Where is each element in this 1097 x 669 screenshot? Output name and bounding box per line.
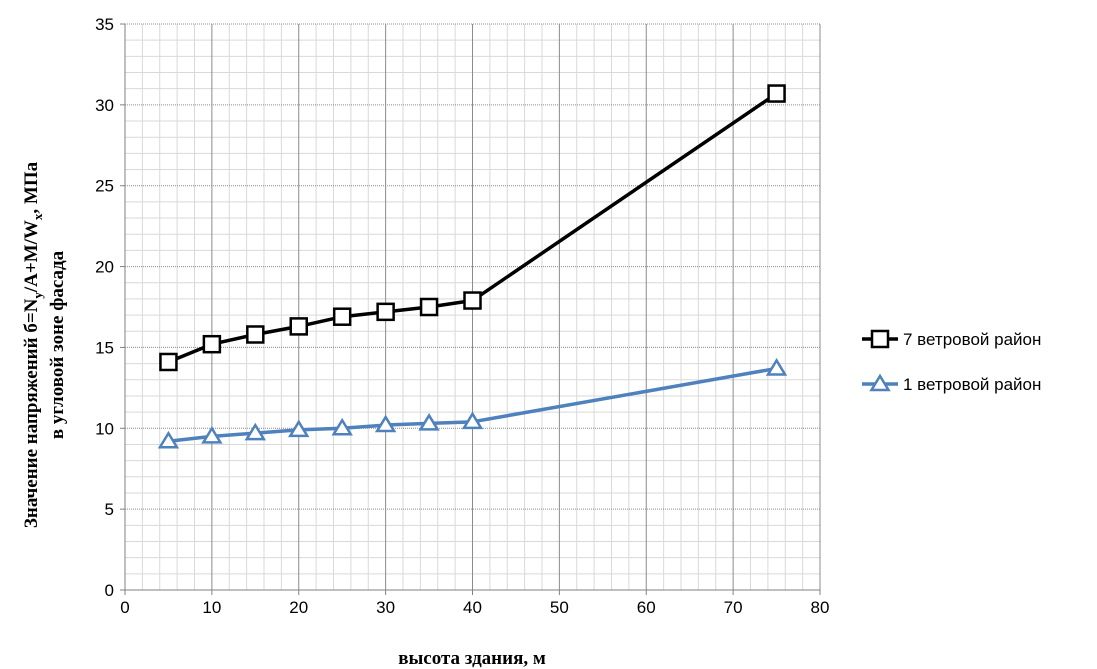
y-tick-label: 35 (95, 15, 114, 34)
series-2 (157, 358, 788, 449)
series-layer (157, 84, 788, 449)
legend-label: 7 ветровой район (903, 330, 1041, 349)
x-tick-label: 20 (289, 598, 308, 617)
x-tick-label: 50 (550, 598, 569, 617)
legend: 7 ветровой район 1 ветровой район (862, 329, 1041, 394)
x-tick-label: 70 (724, 598, 743, 617)
axes (120, 23, 821, 595)
series-1 (159, 84, 786, 372)
major-grid (125, 23, 821, 590)
y-tick-label: 25 (95, 177, 114, 196)
data-point (332, 307, 352, 326)
x-tick-labels: 0 10 20 30 40 50 60 70 80 (120, 598, 829, 617)
y-axis-title-line2: в угловой зоне фасада (47, 250, 68, 439)
x-axis-title: высота здания, м (398, 648, 546, 669)
data-point (159, 352, 178, 372)
data-point (288, 419, 310, 438)
data-point (202, 334, 222, 354)
y-tick-label: 15 (95, 338, 114, 357)
y-axis-title-line1: Значение напряжений б=Ny/A+M/Wx, МПа (21, 161, 45, 528)
data-point (418, 413, 440, 431)
x-tick-label: 30 (376, 598, 395, 617)
data-point (331, 417, 353, 436)
y-tick-label: 0 (105, 581, 114, 600)
y-tick-label: 20 (95, 258, 114, 277)
data-point (767, 84, 786, 103)
y-tick-label: 30 (95, 96, 114, 115)
y-axis-title: Значение напряжений б=Ny/A+M/Wx, МПа в у… (21, 161, 68, 528)
legend-marker (869, 373, 891, 392)
data-point (374, 414, 397, 433)
data-point (246, 325, 265, 344)
data-point (157, 430, 180, 449)
legend-label: 1 ветровой район (903, 375, 1041, 394)
x-tick-label: 80 (811, 598, 830, 617)
data-point (289, 317, 308, 336)
data-point (376, 302, 395, 322)
data-point (419, 297, 439, 317)
data-point (461, 411, 484, 430)
x-tick-label: 10 (202, 598, 221, 617)
y-tick-labels: 0 5 10 15 20 25 30 35 (95, 15, 114, 600)
x-tick-label: 60 (637, 598, 656, 617)
y-tick-label: 10 (95, 419, 114, 438)
legend-item-1: 7 ветровой район (862, 329, 1041, 349)
y-tick-label: 5 (105, 500, 114, 519)
legend-item-2: 1 ветровой район (862, 373, 1041, 394)
data-point (244, 422, 267, 441)
x-tick-label: 0 (120, 598, 129, 617)
legend-marker (870, 329, 890, 349)
data-point (463, 291, 482, 310)
data-point (765, 358, 788, 376)
x-tick-label: 40 (463, 598, 482, 617)
data-point (201, 425, 223, 444)
